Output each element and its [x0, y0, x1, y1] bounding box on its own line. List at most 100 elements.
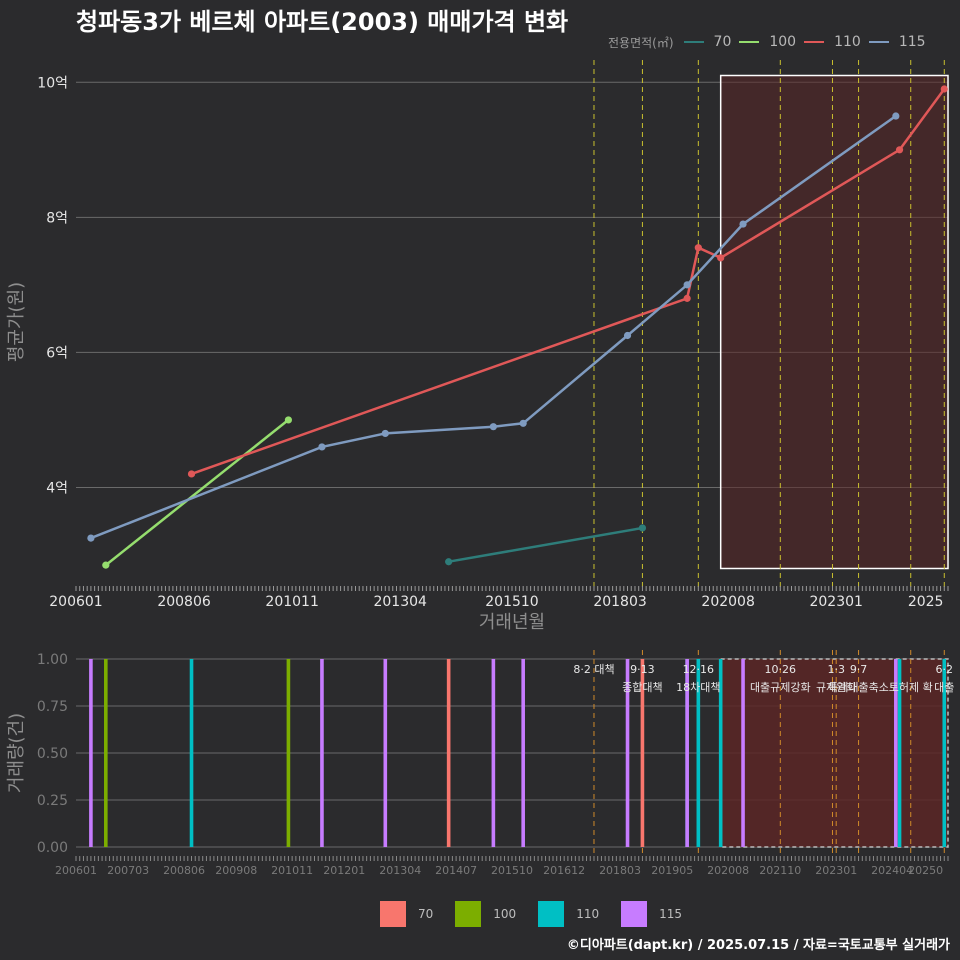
price-x-tick-label: 201304: [373, 594, 427, 610]
volume-x-tick-label: 201612: [543, 864, 585, 877]
volume-legend-swatch-100: [455, 901, 482, 927]
volume-x-tick-label: 201407: [435, 864, 477, 877]
price-x-tick-label: 202301: [809, 594, 862, 610]
series-point-110: [940, 85, 948, 93]
volume-highlight-range: [719, 658, 949, 848]
legend-swatch-115: [868, 41, 889, 43]
legend-item-70: 70: [683, 34, 732, 50]
series-point-110: [895, 146, 904, 154]
series-line-100: [105, 418, 290, 567]
series-line-110: [191, 88, 946, 476]
volume-legend-swatch-110: [538, 901, 565, 927]
volume-bar-110: [942, 659, 947, 847]
volume-legend-item-110: 110: [538, 901, 599, 927]
policy-annotation-detail: 18차대책: [676, 681, 720, 694]
volume-x-tick-label: 200601: [55, 864, 97, 877]
volume-bar-115: [383, 659, 388, 847]
legend-swatch-70: [683, 41, 704, 43]
series-point-115: [739, 220, 747, 228]
price-x-tick-label: 201510: [485, 594, 538, 610]
series-point-115: [892, 112, 900, 120]
volume-bar-100: [286, 659, 291, 847]
policy-annotation-label: 8·2 대책: [573, 663, 614, 676]
source-caption: ©디아파트(dapt.kr) / 2025.07.15 / 자료=국토교통부 실…: [566, 938, 950, 953]
volume-x-tick-label: 201905: [651, 864, 693, 877]
series-point-115: [87, 534, 95, 542]
legend-item-115: 115: [868, 34, 926, 50]
volume-bar-115: [89, 659, 93, 847]
volume-bar-110: [718, 659, 723, 847]
policy-annotation-label: 6·2: [936, 663, 954, 676]
price-y-axis-title: 평균가(원): [6, 282, 27, 362]
volume-x-tick-label: 200806: [163, 864, 205, 877]
volume-bar-115: [741, 659, 745, 847]
series-point-115: [519, 419, 527, 427]
volume-legend-swatch-70: [380, 901, 406, 927]
policy-annotation-detail: 대출: [934, 681, 954, 694]
volume-x-tick-label: 201304: [379, 864, 421, 877]
policy-annotation-label: 1·3: [827, 663, 845, 676]
volume-legend: 70 100 110 115: [380, 900, 704, 928]
volume-legend-swatch-115: [621, 901, 648, 927]
policy-annotation-detail: 특례대출축소: [828, 681, 889, 694]
policy-annotation-label: 12·16: [683, 663, 715, 676]
volume-bar-110: [696, 659, 701, 847]
volume-legend-label-70: 70: [418, 907, 434, 921]
policy-annotation-detail: 규제완화: [816, 681, 856, 694]
volume-x-tick-label: 200703: [107, 864, 149, 877]
chart-title: 청파동3가 베르체 아파트(2003) 매매가격 변화: [76, 8, 569, 36]
volume-x-tick-label: 201201: [323, 864, 365, 877]
legend-label-70: 70: [713, 34, 732, 50]
price-x-tick-label: 2025: [908, 594, 944, 610]
price-x-tick-label: 200806: [157, 594, 211, 610]
policy-annotation-label: 9·13: [630, 663, 655, 676]
volume-y-axis-title: 거래량(건): [6, 713, 27, 793]
policy-annotation-detail: 대출규제강화: [750, 681, 811, 694]
volume-legend-label-110: 110: [576, 907, 600, 921]
legend-label-115: 115: [898, 34, 926, 50]
price-x-tick-label: 202008: [701, 594, 754, 610]
policy-annotation-detail: 종합대책: [622, 681, 662, 694]
volume-x-tick-label: 202404: [871, 864, 913, 877]
legend-title: 전용면적(㎡): [608, 35, 674, 50]
volume-bar-70: [640, 659, 645, 847]
price-x-tick-label: 200601: [49, 594, 102, 610]
legend-swatch-100: [739, 41, 760, 43]
volume-x-tick-label: 202008: [707, 864, 749, 877]
legend-area: 전용면적(㎡) 70 100 110 115: [608, 32, 934, 52]
volume-x-tick-label: 20250: [908, 864, 943, 877]
volume-bar-115: [685, 659, 689, 847]
volume-panel: 0.00 0.25 0.50 0.75 1.00 8·2 대책 9·13 종합대책 12·16 1…: [6, 650, 954, 877]
series-point-70: [638, 524, 647, 532]
volume-y-tick-label: 0.00: [37, 840, 68, 856]
series-line-70: [448, 526, 643, 563]
volume-x-tick-label: 200908: [215, 864, 257, 877]
policy-annotation-label: 10·26: [765, 663, 797, 676]
volume-bar-70: [446, 659, 451, 847]
series-point-110: [187, 470, 196, 478]
series-point-100: [102, 561, 110, 569]
price-x-tick-label: 201011: [265, 594, 318, 610]
series-point-115: [623, 331, 632, 340]
volume-bar-110: [189, 659, 194, 847]
price-x-axis-title: 거래년월: [479, 612, 545, 633]
price-y-tick-label: 4억: [46, 480, 68, 496]
chart-canvas: 4억 6억 8억 10억 200601 200806 201011 201304 201510 2…: [6, 60, 954, 877]
volume-bar-110: [897, 659, 902, 847]
volume-legend-label-115: 115: [659, 907, 682, 921]
price-y-tick-label: 10억: [37, 75, 68, 91]
price-y-tick-label: 6억: [46, 345, 68, 361]
volume-x-tick-label: 201011: [271, 864, 313, 877]
legend-item-100: 100: [739, 34, 796, 50]
price-highlight-range: [719, 74, 949, 570]
volume-x-tick-label: 202110: [759, 864, 801, 877]
policy-annotation-detail: 토허제 확: [889, 681, 933, 694]
volume-bar-115: [491, 659, 496, 847]
volume-bar-115: [521, 659, 525, 847]
price-x-tick-label: 201803: [593, 594, 646, 610]
volume-legend-item-115: 115: [621, 901, 682, 927]
volume-x-tick-label: 201803: [599, 864, 641, 877]
series-point-70: [445, 558, 453, 566]
series-point-110: [717, 254, 725, 262]
series-point-100: [284, 416, 293, 424]
